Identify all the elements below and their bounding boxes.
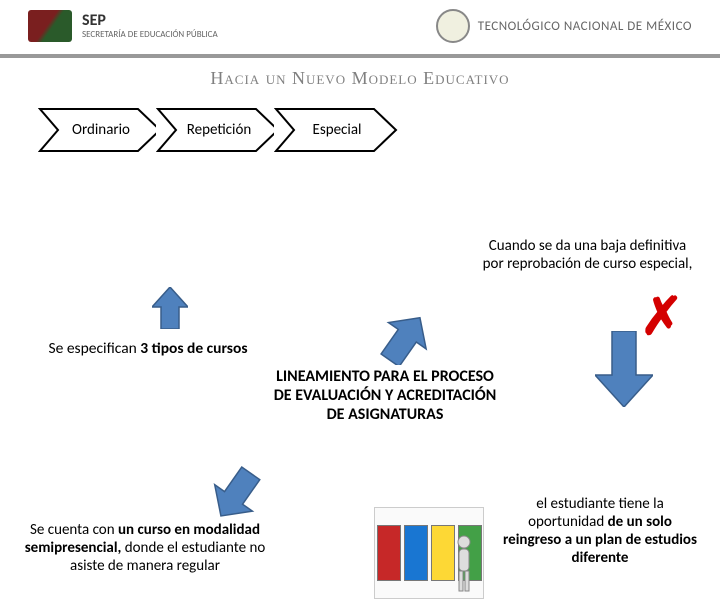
note-three-types: Se especifican 3 tipos de cursos — [48, 339, 248, 358]
chevron-label: Ordinario — [72, 121, 130, 139]
text: Se especifican — [48, 339, 140, 358]
person-icon — [451, 534, 477, 594]
tnm-seal-icon — [436, 9, 470, 43]
page-subtitle: Hacia un Nuevo Modelo Educativo — [0, 58, 720, 107]
chevron-label: Especial — [313, 121, 362, 139]
center-title: LINEAMIENTO PARA EL PROCESO DE EVALUACIÓ… — [270, 367, 500, 425]
tnm-text: TECNOLÓGICO NACIONAL DE MÉXICO — [478, 19, 692, 34]
header-bar: SEP SECRETARÍA DE EDUCACIÓN PÚBLICA TECN… — [0, 0, 720, 52]
sep-block: SEP SECRETARÍA DE EDUCACIÓN PÚBLICA — [28, 10, 218, 42]
note-reingreso: el estudiante tiene la oportunidad de un… — [500, 495, 700, 567]
sep-abbr: SEP — [82, 12, 218, 30]
chevron-repeticion: Repetición — [156, 107, 282, 153]
text-bold: 3 tipos de cursos — [140, 339, 247, 358]
door-red-icon — [377, 525, 401, 581]
note-baja: Cuando se da una baja definitiva por rep… — [480, 237, 695, 273]
chevron-row: Ordinario Repetición Especial — [38, 107, 700, 153]
slide-content: Ordinario Repetición Especial Se especif… — [0, 107, 720, 153]
note-semipresencial: Se cuenta con un curso en modalidad semi… — [20, 521, 270, 575]
text: Se cuenta con — [30, 521, 118, 539]
door-blue-icon — [404, 525, 428, 581]
arrow-down-left-icon — [206, 465, 268, 521]
sep-text: SEP SECRETARÍA DE EDUCACIÓN PÚBLICA — [82, 12, 218, 39]
arrow-upper-right-icon — [372, 313, 438, 365]
arrow-down-icon — [595, 331, 653, 407]
arrow-up-icon — [152, 287, 188, 334]
doors-graphic — [374, 507, 484, 599]
chevron-especial: Especial — [274, 107, 400, 153]
sep-logo-icon — [28, 10, 72, 42]
chevron-ordinario: Ordinario — [38, 107, 164, 153]
tnm-block: TECNOLÓGICO NACIONAL DE MÉXICO — [436, 9, 692, 43]
chevron-label: Repetición — [187, 121, 252, 139]
sep-full: SECRETARÍA DE EDUCACIÓN PÚBLICA — [82, 29, 218, 40]
